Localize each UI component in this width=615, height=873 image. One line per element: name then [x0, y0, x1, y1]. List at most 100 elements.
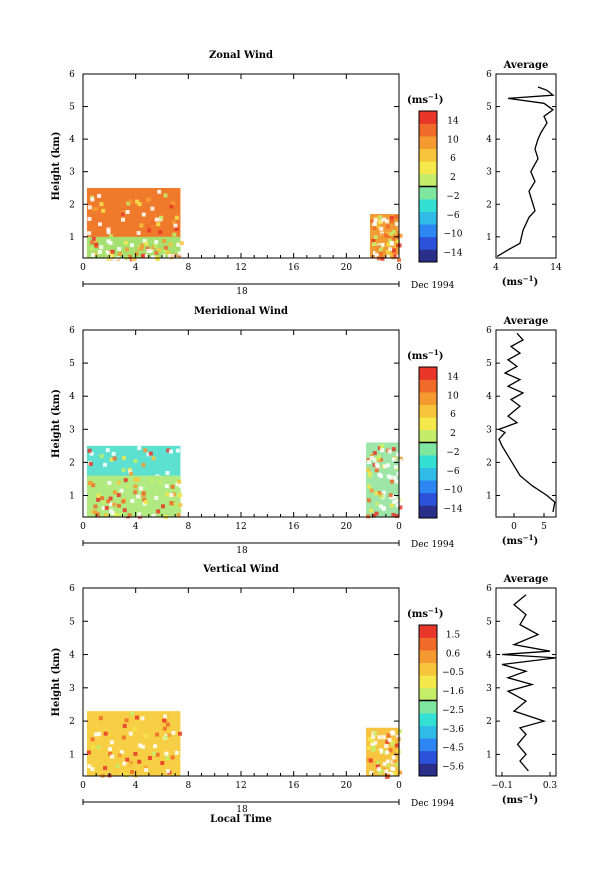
heatmap-cell	[143, 253, 148, 258]
heatmap-cell	[159, 721, 164, 726]
x-tick-label: 16	[288, 263, 300, 273]
heatmap-cell	[94, 257, 99, 262]
heatmap-cell	[108, 234, 113, 239]
heatmap-cell	[153, 243, 158, 248]
heatmap-cell	[154, 495, 159, 500]
average-x-tick-label: −0.1	[491, 781, 513, 791]
heatmap-cell	[173, 223, 178, 228]
heatmap-cell	[174, 227, 179, 232]
heatmap-cell	[375, 249, 380, 254]
heatmap-cell	[124, 247, 129, 252]
heatmap-cell	[388, 231, 393, 236]
heatmap-cell	[157, 247, 162, 252]
heatmap-cell	[147, 197, 152, 202]
heatmap-cell	[176, 512, 181, 517]
heatmap-cell	[385, 250, 390, 255]
date-label: Dec 1994	[411, 799, 455, 809]
date-label: Dec 1994	[411, 281, 455, 291]
heatmap-cell	[144, 241, 149, 246]
heatmap-cell	[371, 238, 376, 243]
heatmap-cell	[143, 448, 148, 453]
colorbar-swatch	[419, 687, 437, 701]
heatmap-cell	[125, 757, 130, 762]
y-tick-label: 1	[69, 491, 75, 501]
heatmap-cell	[164, 751, 169, 756]
heatmap-cell	[108, 502, 113, 507]
colorbar-swatch	[419, 379, 437, 393]
heatmap-cell	[119, 750, 124, 755]
heatmap-cell	[94, 207, 99, 212]
heatmap-cell	[116, 480, 121, 485]
y-tick-label: 2	[69, 200, 75, 210]
x-tick-label: 0	[396, 522, 402, 532]
heatmap-cell	[382, 750, 387, 755]
average-unit: (ms−1)	[502, 533, 538, 547]
colorbar-swatch	[419, 123, 437, 137]
heatmap-cell	[397, 227, 402, 232]
heatmap-cell	[121, 468, 126, 473]
heatmap-cell	[141, 491, 146, 496]
heatmap-cell	[87, 448, 92, 453]
x-tick-label: 8	[185, 781, 191, 791]
x-tick-label: 20	[341, 522, 353, 532]
colorbar-tick-label: −4.5	[442, 744, 464, 754]
heatmap-cell	[371, 241, 376, 246]
y-tick-label: 2	[69, 458, 75, 468]
heatmap-cell	[395, 221, 400, 226]
heatmap-cell	[90, 737, 95, 742]
heatmap-cell	[88, 461, 93, 466]
heatmap-cell	[379, 226, 384, 231]
heatmap-cell	[117, 251, 122, 256]
colorbar-unit-exp: −1	[428, 348, 439, 357]
average-frame	[495, 73, 557, 259]
heatmap-cell	[123, 478, 128, 483]
colorbar-swatch	[419, 224, 437, 238]
heatmap-cell	[108, 751, 113, 756]
heatmap-cell	[391, 755, 396, 760]
heatmap-cell	[157, 189, 162, 194]
heatmap-cell	[141, 463, 146, 468]
heatmap-cell	[89, 451, 94, 456]
heatmap-cell	[371, 748, 376, 753]
heatmap-cell	[105, 250, 110, 255]
heatmap-cell	[394, 743, 399, 748]
average-y-tick-label: 2	[486, 717, 492, 727]
heatmap-cell	[380, 256, 385, 261]
heatmap-cell	[124, 773, 129, 778]
x-tick-label: 8	[185, 263, 191, 273]
heatmap-cell	[372, 221, 377, 226]
average-y-tick-label: 3	[486, 684, 492, 694]
heatmap-cell	[371, 513, 376, 518]
heatmap-cell	[96, 493, 101, 498]
heatmap-cell	[395, 762, 400, 767]
heatmap-cell	[130, 498, 135, 503]
heatmap-cell	[90, 197, 95, 202]
average-title: Average	[503, 316, 549, 327]
average-x-tick-label: 14	[550, 263, 562, 273]
heatmap-cell	[398, 456, 403, 461]
x-tick-label: 0	[80, 263, 86, 273]
heatmap-cell	[174, 750, 179, 755]
colorbar-tick-label: −10	[444, 230, 463, 240]
heatmap-cell	[374, 511, 379, 516]
heatmap-cell	[374, 468, 379, 473]
heatmap-cell	[175, 257, 180, 262]
heatmap-cell	[146, 452, 151, 457]
x-tick-label: 12	[235, 522, 246, 532]
date-day-label: 18	[236, 287, 248, 297]
heatmap-cell	[375, 501, 380, 506]
heatmap-cell	[99, 245, 104, 250]
colorbar-swatch	[419, 480, 437, 494]
average-y-tick-label: 4	[486, 392, 492, 402]
heatmap-cell	[171, 492, 176, 497]
heatmap-cell	[89, 246, 94, 251]
heatmap-cell	[167, 254, 172, 259]
heatmap-cell	[159, 215, 164, 220]
heatmap-cell	[145, 246, 150, 251]
heatmap-cell	[163, 245, 168, 250]
heatmap-cell	[398, 215, 403, 220]
heatmap-cell	[143, 765, 148, 770]
heatmap-cell	[170, 484, 175, 489]
